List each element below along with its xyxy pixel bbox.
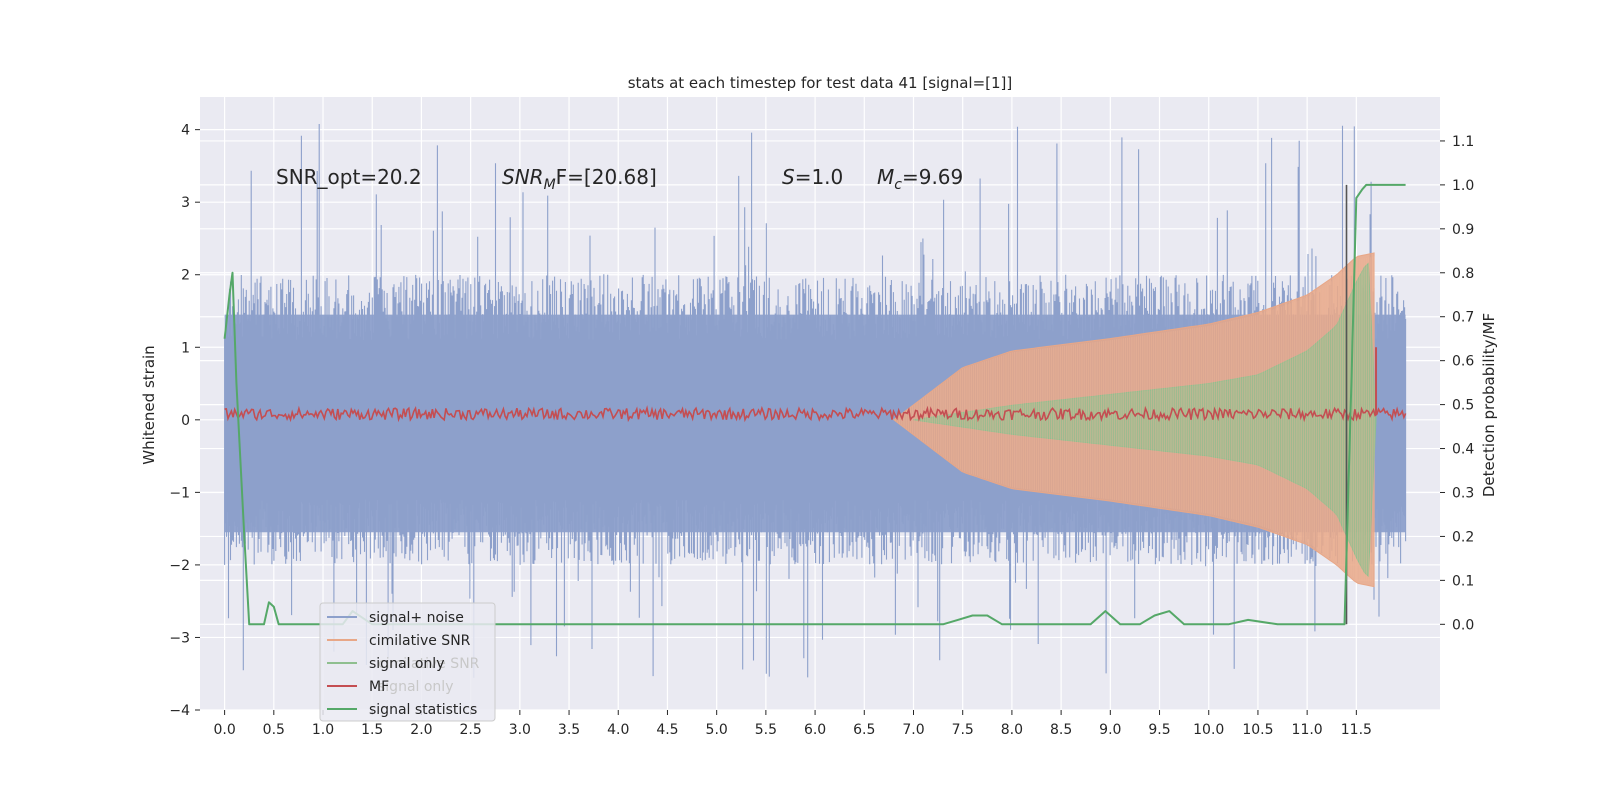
y2-tick-label-9: 0.2: [1452, 529, 1474, 545]
x-tick-label-21: 10.5: [1242, 722, 1273, 738]
x-tick-label-3: 1.5: [361, 722, 383, 738]
annotation-snr-mf-symbol: SNR: [502, 165, 544, 189]
x-tick-label-6: 3.0: [509, 722, 531, 738]
x-tick-label-4: 2.0: [410, 722, 432, 738]
y-tick-label-2: 2: [181, 268, 190, 284]
x-tick-label-10: 5.0: [706, 722, 728, 738]
y2-tick-label-3: 0.8: [1452, 266, 1474, 282]
series-cumulative-snr-texture: [895, 256, 1375, 584]
annotation-s: S=1.0: [782, 165, 843, 189]
y-tick-label-1: 3: [181, 195, 190, 211]
x-tick-label-2: 1.0: [312, 722, 334, 738]
y2-tick-label-1: 1.0: [1452, 178, 1474, 194]
legend-label-mf: MF: [369, 679, 389, 695]
x-tick-label-16: 8.0: [1001, 722, 1023, 738]
y2-tick-label-7: 0.4: [1452, 442, 1474, 458]
y-tick-label-5: −1: [169, 485, 190, 501]
y2-tick-label-10: 0.1: [1452, 573, 1474, 589]
x-tick-label-23: 11.5: [1341, 722, 1372, 738]
x-tick-label-19: 9.5: [1148, 722, 1170, 738]
y2-tick-label-2: 0.9: [1452, 222, 1474, 238]
y-tick-label-0: 4: [181, 123, 190, 139]
x-tick-label-9: 4.5: [656, 722, 678, 738]
legend-label-signal-noise: signal+ noise: [369, 610, 464, 626]
y2-tick-label-6: 0.5: [1452, 398, 1474, 414]
legend-label-signal-statistics: signal statistics: [369, 702, 477, 718]
x-tick-label-18: 9.0: [1099, 722, 1121, 738]
x-tick-label-15: 7.5: [952, 722, 974, 738]
annotation-snr-opt: SNR_opt=20.2: [276, 165, 422, 189]
y2-tick-label-11: 0.0: [1452, 617, 1474, 633]
y2-tick-label-8: 0.3: [1452, 485, 1474, 501]
series-signal-statistics: [223, 183, 1406, 626]
x-tick-label-14: 7.0: [902, 722, 924, 738]
x-tick-label-8: 4.0: [607, 722, 629, 738]
legend-label-signal-only: signal only: [369, 656, 444, 672]
annotation-mc-subscript: c: [894, 177, 902, 193]
legend-label-cumulative-snr: cimilative SNR: [369, 633, 471, 649]
legend-ghost-label-0: cimilative SNR: [378, 656, 480, 672]
x-tick-label-13: 6.5: [853, 722, 875, 738]
x-tick-label-11: 5.5: [755, 722, 777, 738]
y2-tick-label-0: 1.1: [1452, 134, 1474, 150]
x-tick-label-1: 0.5: [263, 722, 285, 738]
y-tick-label-8: −4: [169, 703, 190, 719]
y-tick-label-7: −3: [169, 630, 190, 646]
annotation-mc-symbol: M: [877, 165, 894, 189]
chart-marks: [223, 124, 1407, 678]
chart-title: stats at each timestep for test data 41 …: [628, 74, 1013, 92]
y2-tick-label-4: 0.7: [1452, 310, 1474, 326]
x-tick-label-17: 8.5: [1050, 722, 1072, 738]
y2-axis-label: Detection probability/MF: [1480, 313, 1498, 497]
axes: 0.0 0.5 1.0 1.5 2.0 2.5 3.0 3.5 4.0 4.5 5.0 5.5 6.0 6…: [169, 123, 1474, 738]
series-signal-only: [913, 262, 1377, 578]
y2-tick-label-5: 0.6: [1452, 354, 1474, 370]
y-tick-label-3: 1: [181, 340, 190, 356]
x-tick-label-7: 3.5: [558, 722, 580, 738]
y-tick-label-4: 0: [181, 413, 190, 429]
series-mf: [224, 405, 1407, 423]
annotation-snr-mf-value: F=[20.68]: [556, 165, 657, 189]
annotation-mc: Mc=9.69: [877, 165, 963, 193]
x-tick-label-0: 0.0: [213, 722, 235, 738]
x-tick-label-22: 11.0: [1292, 722, 1323, 738]
x-tick-label-20: 10.0: [1193, 722, 1224, 738]
x-tick-label-5: 2.5: [460, 722, 482, 738]
annotation-snr-mf-subscript: M: [544, 177, 556, 193]
y-axis-label: Whitened strain: [140, 345, 158, 464]
x-tick-label-12: 6.0: [804, 722, 826, 738]
y-tick-label-6: −2: [169, 558, 190, 574]
annotation-snr-mf: SNRMF=[20.68]: [502, 165, 657, 193]
legend: cimilative SNR signal only signal+ noise…: [319, 602, 496, 722]
annotation-s-value: =1.0: [795, 165, 844, 189]
legend-ghost-label-1: signal only: [378, 679, 453, 695]
annotation-s-symbol: S: [782, 165, 795, 189]
annotation-mc-value: =9.69: [902, 165, 963, 189]
legend-box: [319, 602, 496, 722]
